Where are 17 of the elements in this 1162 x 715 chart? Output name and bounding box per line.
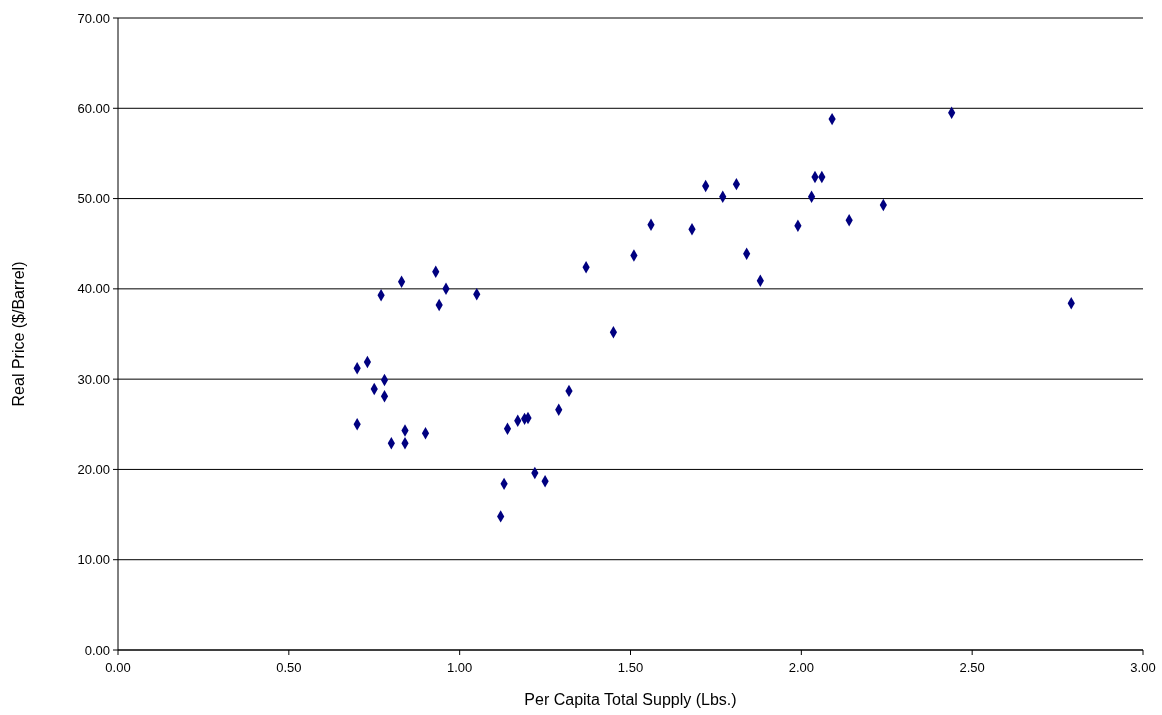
x-axis-title: Per Capita Total Supply (Lbs.) xyxy=(524,691,737,708)
x-tick-label: 1.00 xyxy=(447,660,473,675)
x-tick-label: 3.00 xyxy=(1130,660,1156,675)
y-tick-label: 50.00 xyxy=(77,191,110,207)
x-tick-label: 2.00 xyxy=(788,660,814,675)
x-tick-label: 1.50 xyxy=(617,660,644,675)
x-tick-label: 0.50 xyxy=(276,660,302,675)
y-tick-label: 40.00 xyxy=(77,281,110,297)
y-tick-label: 10.00 xyxy=(77,552,110,568)
y-tick-label: 0.00 xyxy=(84,642,110,658)
y-axis-title: Real Price ($/Barrel) xyxy=(10,261,27,407)
y-tick-label: 20.00 xyxy=(77,461,110,477)
y-tick-label: 30.00 xyxy=(77,371,110,387)
y-tick-label: 70.00 xyxy=(77,10,110,26)
x-tick-label: 2.50 xyxy=(959,660,985,675)
x-tick-label: 0.00 xyxy=(105,660,131,675)
y-tick-label: 60.00 xyxy=(77,100,110,116)
